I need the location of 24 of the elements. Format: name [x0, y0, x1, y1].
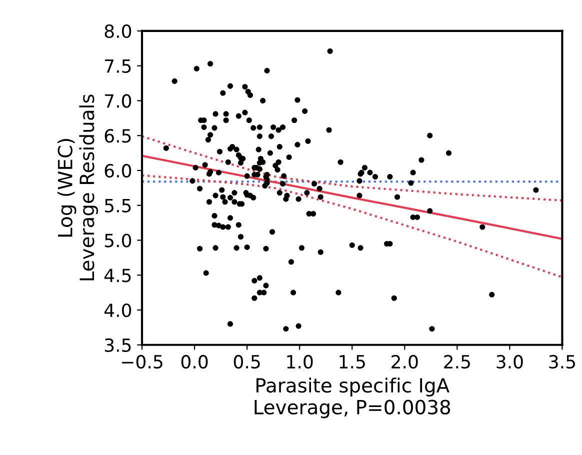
y-tick-label: 6.0: [104, 164, 132, 178]
line-series: [142, 174, 562, 278]
x-tick-label: 3.5: [549, 354, 575, 369]
line-series: [142, 154, 562, 240]
x-tick-label: 0.0: [181, 354, 208, 369]
y-tick-label: 5.0: [104, 234, 132, 248]
x-tick-label: 3.0: [496, 354, 523, 369]
x-tick-label: −0.5: [122, 354, 162, 369]
line-series: [142, 135, 562, 202]
y-tick-label: 5.5: [104, 199, 131, 212]
y-tick-label: 7.0: [105, 94, 132, 108]
y-axis-title: Log (WEC) Leverage Residuals: [57, 94, 98, 280]
y-tick-label: 6.5: [104, 129, 131, 143]
x-tick-label: 0.5: [234, 354, 260, 369]
y-tick-label: 4.5: [104, 268, 131, 282]
y-tick-label: 4.0: [104, 303, 132, 318]
x-tick-label: 2.5: [444, 354, 470, 369]
x-tick-label: 1.5: [340, 355, 365, 369]
x-tick-label: 1.0: [287, 354, 313, 369]
y-tick-label: 3.5: [104, 338, 131, 352]
x-axis-title: Parasite specific IgA Leverage, P=0.0038: [254, 378, 450, 418]
y-tick-label: 7.5: [105, 60, 131, 73]
y-tick-label: 8.0: [104, 24, 132, 38]
x-tick-label: 2.0: [392, 354, 418, 369]
